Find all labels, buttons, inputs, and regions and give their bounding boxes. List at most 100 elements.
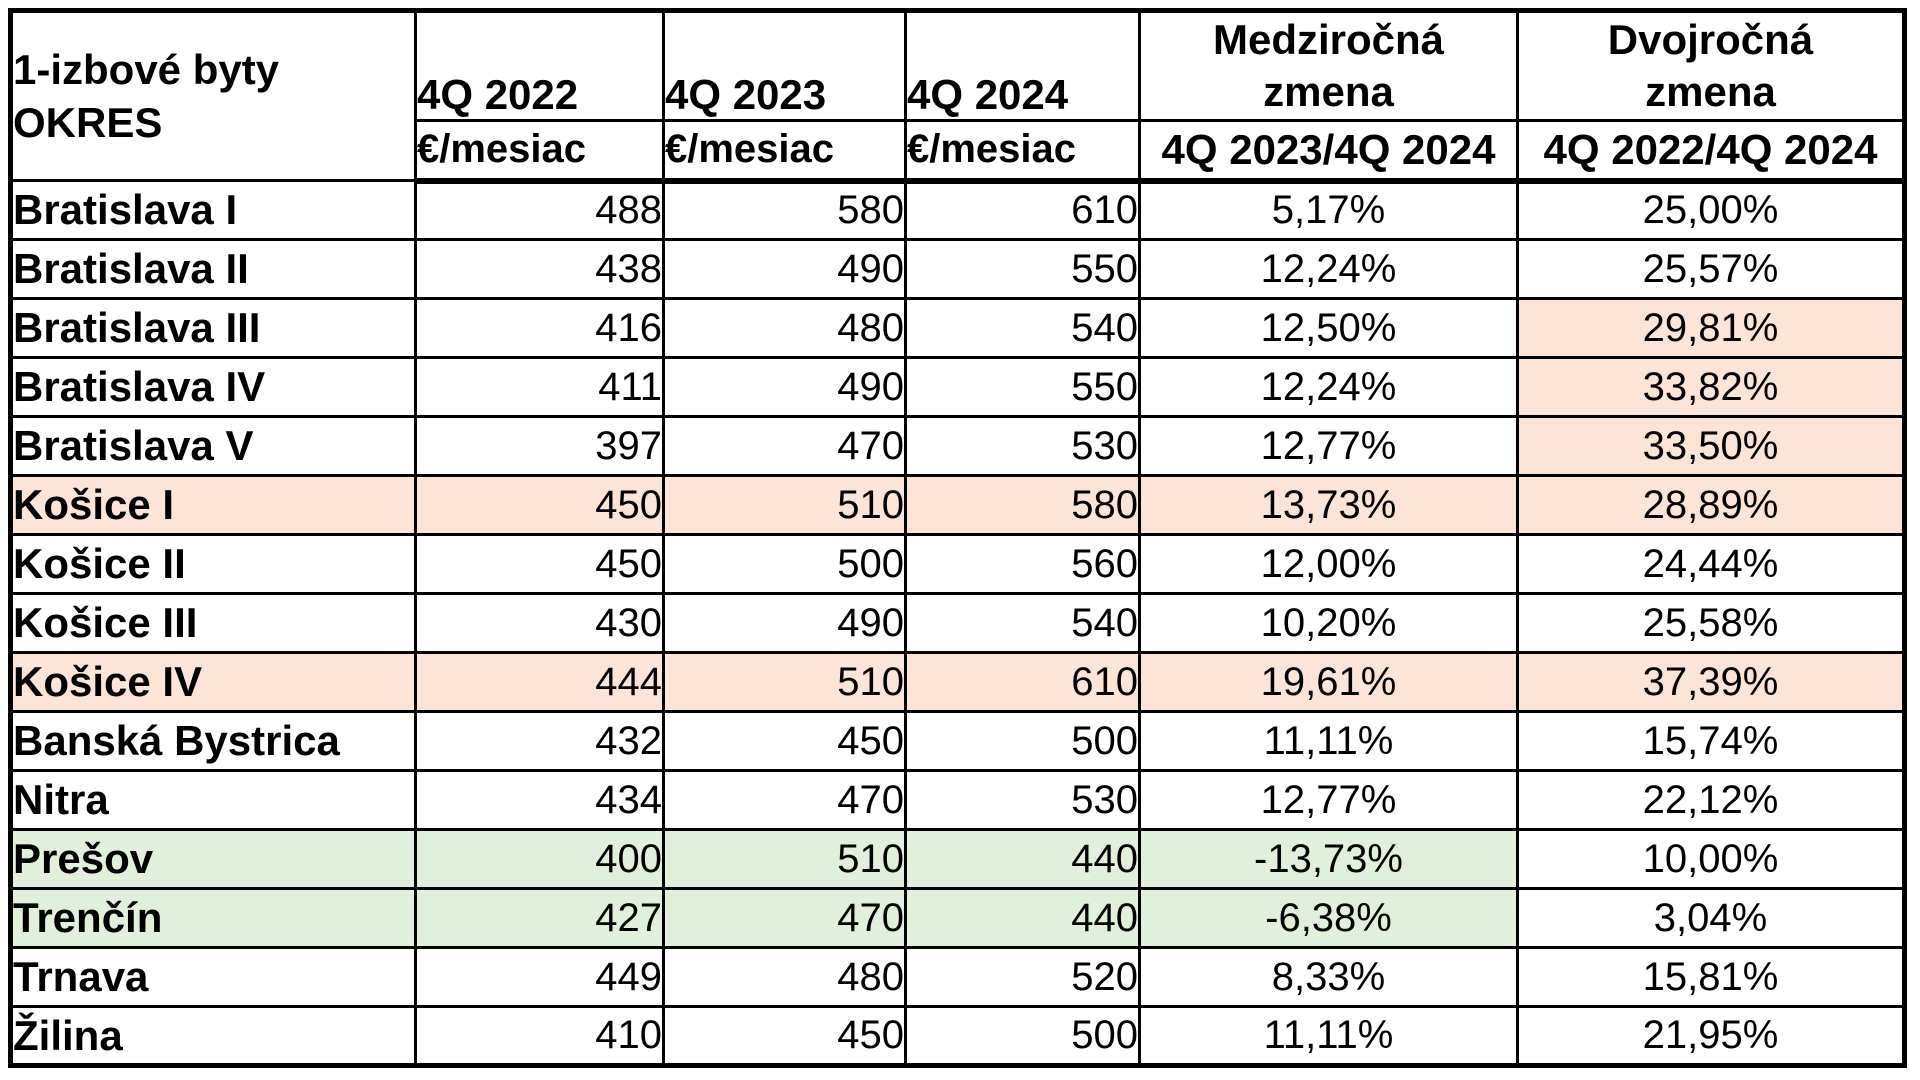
yoy-change-cell: -6,38% — [1138, 887, 1519, 949]
price-4q2023-cell: 580 — [662, 179, 907, 241]
two-year-change-cell: 28,89% — [1516, 474, 1906, 536]
price-4q2023-cell: 480 — [662, 946, 907, 1008]
price-4q2023-cell: 490 — [662, 356, 907, 418]
district-cell: Prešov — [9, 828, 417, 890]
price-4q2023-cell: 490 — [662, 238, 907, 300]
price-4q2024-cell: 580 — [904, 474, 1141, 536]
header-row-main: 1-izbové byty OKRES 4Q 2022 4Q 2023 4Q 2… — [9, 9, 1906, 182]
yoy-change-cell: 12,50% — [1138, 297, 1519, 359]
district-cell: Trenčín — [9, 887, 417, 949]
table-row: Prešov 400 510 440 -13,73% 10,00% — [9, 828, 1906, 890]
price-4q2022-cell: 450 — [414, 533, 665, 595]
two-year-change-cell: 25,00% — [1516, 179, 1906, 241]
district-cell: Košice IV — [9, 651, 417, 713]
yoy-change-cell: 11,11% — [1138, 1005, 1519, 1067]
price-4q2024-cell: 500 — [904, 710, 1141, 772]
table-row: Žilina 410 450 500 11,11% 21,95% — [9, 1005, 1906, 1067]
price-4q2023-cell: 470 — [662, 887, 907, 949]
unit-header-4q2023: €/mesiac — [662, 119, 907, 184]
price-4q2024-cell: 550 — [904, 356, 1141, 418]
district-cell: Trnava — [9, 946, 417, 1008]
price-4q2023-cell: 470 — [662, 415, 907, 477]
two-year-change-cell: 29,81% — [1516, 297, 1906, 359]
yoy-change-cell: 12,24% — [1138, 238, 1519, 300]
district-cell: Banská Bystrica — [9, 710, 417, 772]
price-4q2024-cell: 500 — [904, 1005, 1141, 1067]
yoy-change-cell: 11,11% — [1138, 710, 1519, 772]
table-row: Banská Bystrica 432 450 500 11,11% 15,74% — [9, 710, 1906, 772]
price-4q2022-cell: 416 — [414, 297, 665, 359]
district-cell: Bratislava V — [9, 415, 417, 477]
price-4q2024-cell: 520 — [904, 946, 1141, 1008]
two-year-change-cell: 15,74% — [1516, 710, 1906, 772]
district-cell: Žilina — [9, 1005, 417, 1067]
two-year-change-cell: 15,81% — [1516, 946, 1906, 1008]
price-4q2024-cell: 530 — [904, 769, 1141, 831]
two-year-change-cell: 24,44% — [1516, 533, 1906, 595]
price-4q2024-cell: 540 — [904, 297, 1141, 359]
price-4q2024-cell: 560 — [904, 533, 1141, 595]
district-cell: Bratislava III — [9, 297, 417, 359]
table-row: Bratislava V 397 470 530 12,77% 33,50% — [9, 415, 1906, 477]
price-4q2022-cell: 438 — [414, 238, 665, 300]
table-row: Trenčín 427 470 440 -6,38% 3,04% — [9, 887, 1906, 949]
table-row: Trnava 449 480 520 8,33% 15,81% — [9, 946, 1906, 1008]
period-header-two-year: 4Q 2022/4Q 2024 — [1516, 119, 1906, 184]
price-4q2024-cell: 530 — [904, 415, 1141, 477]
col-header-4q2023: 4Q 2023 — [662, 9, 907, 122]
price-4q2022-cell: 411 — [414, 356, 665, 418]
price-4q2023-cell: 500 — [662, 533, 907, 595]
corner-title-line1: 1-izbové byty — [13, 46, 280, 93]
price-4q2022-cell: 397 — [414, 415, 665, 477]
table-row: Bratislava II 438 490 550 12,24% 25,57% — [9, 238, 1906, 300]
district-cell: Bratislava IV — [9, 356, 417, 418]
unit-header-4q2024: €/mesiac — [904, 119, 1141, 184]
col-header-4q2022: 4Q 2022 — [414, 9, 665, 122]
two-year-change-cell: 25,58% — [1516, 592, 1906, 654]
price-4q2024-cell: 440 — [904, 887, 1141, 949]
table-row: Košice II 450 500 560 12,00% 24,44% — [9, 533, 1906, 595]
yoy-header-line1: Medziročná — [1212, 16, 1445, 63]
unit-header-4q2022: €/mesiac — [414, 119, 665, 184]
two-year-header-line1: Dvojročná — [1607, 16, 1814, 63]
col-header-4q2024: 4Q 2024 — [904, 9, 1141, 122]
price-4q2022-cell: 400 — [414, 828, 665, 890]
district-cell: Bratislava II — [9, 238, 417, 300]
yoy-change-cell: 12,24% — [1138, 356, 1519, 418]
col-header-two-year-change: Dvojročná zmena — [1516, 9, 1906, 122]
yoy-change-cell: 12,77% — [1138, 415, 1519, 477]
two-year-change-cell: 21,95% — [1516, 1005, 1906, 1067]
price-4q2023-cell: 480 — [662, 297, 907, 359]
header-row-units: €/mesiac €/mesiac €/mesiac 4Q 2023/4Q 20… — [11, 119, 1906, 184]
table-header: 1-izbové byty OKRES 4Q 2022 4Q 2023 4Q 2… — [9, 9, 1906, 184]
corner-header-cell: 1-izbové byty OKRES — [9, 9, 417, 182]
table-row: Bratislava III 416 480 540 12,50% 29,81% — [9, 297, 1906, 359]
price-4q2024-cell: 550 — [904, 238, 1141, 300]
corner-title-line2: OKRES — [13, 99, 163, 146]
table-row: Bratislava IV 411 490 550 12,24% 33,82% — [9, 356, 1906, 418]
price-4q2022-cell: 432 — [414, 710, 665, 772]
district-cell: Košice II — [9, 533, 417, 595]
price-4q2023-cell: 450 — [662, 1005, 907, 1067]
price-4q2022-cell: 430 — [414, 592, 665, 654]
price-4q2024-cell: 540 — [904, 592, 1141, 654]
price-4q2023-cell: 510 — [662, 474, 907, 536]
district-cell: Košice III — [9, 592, 417, 654]
period-header-yoy: 4Q 2023/4Q 2024 — [1138, 119, 1519, 184]
yoy-change-cell: 19,61% — [1138, 651, 1519, 713]
two-year-change-cell: 33,82% — [1516, 356, 1906, 418]
two-year-change-cell: 25,57% — [1516, 238, 1906, 300]
price-4q2023-cell: 510 — [662, 828, 907, 890]
two-year-change-cell: 3,04% — [1516, 887, 1906, 949]
two-year-change-cell: 37,39% — [1516, 651, 1906, 713]
price-4q2023-cell: 490 — [662, 592, 907, 654]
price-4q2024-cell: 610 — [904, 179, 1141, 241]
price-4q2022-cell: 434 — [414, 769, 665, 831]
yoy-change-cell: 13,73% — [1138, 474, 1519, 536]
price-4q2023-cell: 510 — [662, 651, 907, 713]
district-cell: Košice I — [9, 474, 417, 536]
two-year-change-cell: 22,12% — [1516, 769, 1906, 831]
yoy-change-cell: 12,77% — [1138, 769, 1519, 831]
price-4q2022-cell: 444 — [414, 651, 665, 713]
price-4q2024-cell: 610 — [904, 651, 1141, 713]
